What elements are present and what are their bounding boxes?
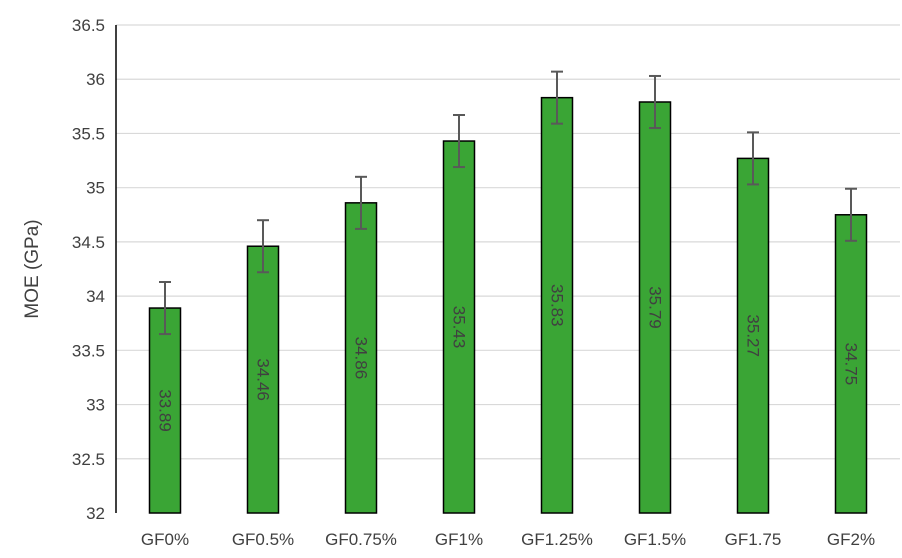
data-label: 35.43 — [450, 306, 469, 349]
error-bar — [845, 187, 857, 242]
x-tick-label: GF0.5% — [232, 530, 294, 549]
y-axis-title: MOE (GPa) — [22, 219, 43, 318]
bar — [246, 245, 280, 514]
data-label: 34.86 — [352, 337, 371, 380]
x-tick-label: GF0% — [141, 530, 189, 549]
data-label: 33.89 — [156, 389, 175, 432]
y-tick-label: 35 — [86, 179, 105, 198]
y-axis-ticks: 32 32.5 33 33.5 34 34.5 35 35.5 36 36.5 — [72, 16, 105, 523]
data-labels: 33.89 34.46 34.86 35.43 35.83 35.79 35.27 34.75 — [156, 284, 861, 432]
y-tick-label: 34.5 — [72, 233, 105, 252]
x-tick-label: GF2% — [827, 530, 875, 549]
data-label: 35.83 — [548, 284, 567, 327]
x-axis-ticks: GF0% GF0.5% GF0.75% GF1% GF1.25% GF1.5% GF1.75… — [141, 530, 875, 549]
y-tick-label: 34 — [86, 287, 105, 306]
data-label: 34.75 — [842, 343, 861, 386]
y-tick-label: 32 — [86, 504, 105, 523]
gridlines — [116, 24, 900, 460]
error-bar — [159, 281, 171, 336]
error-bar — [747, 131, 759, 186]
bar — [834, 214, 868, 514]
error-bars — [159, 70, 857, 336]
y-tick-label: 35.5 — [72, 124, 105, 143]
data-label: 35.79 — [646, 286, 665, 329]
x-tick-label: GF1.5% — [624, 530, 686, 549]
x-tick-label: GF1% — [435, 530, 483, 549]
error-bar — [257, 219, 269, 274]
y-tick-label: 36.5 — [72, 16, 105, 35]
y-tick-label: 33 — [86, 396, 105, 415]
x-tick-label: GF1.25% — [521, 530, 593, 549]
data-label: 35.27 — [744, 314, 763, 357]
bar — [638, 101, 672, 514]
x-tick-label: GF1.75 — [725, 530, 782, 549]
error-bar — [551, 70, 563, 125]
y-tick-label: 36 — [86, 70, 105, 89]
error-bar — [355, 175, 367, 230]
error-bar — [649, 74, 661, 130]
x-tick-label: GF0.75% — [325, 530, 397, 549]
error-bar — [453, 114, 465, 169]
bar — [442, 140, 476, 514]
y-tick-label: 32.5 — [72, 450, 105, 469]
y-tick-label: 33.5 — [72, 341, 105, 360]
data-label: 34.46 — [254, 358, 273, 401]
bars — [148, 96, 868, 514]
